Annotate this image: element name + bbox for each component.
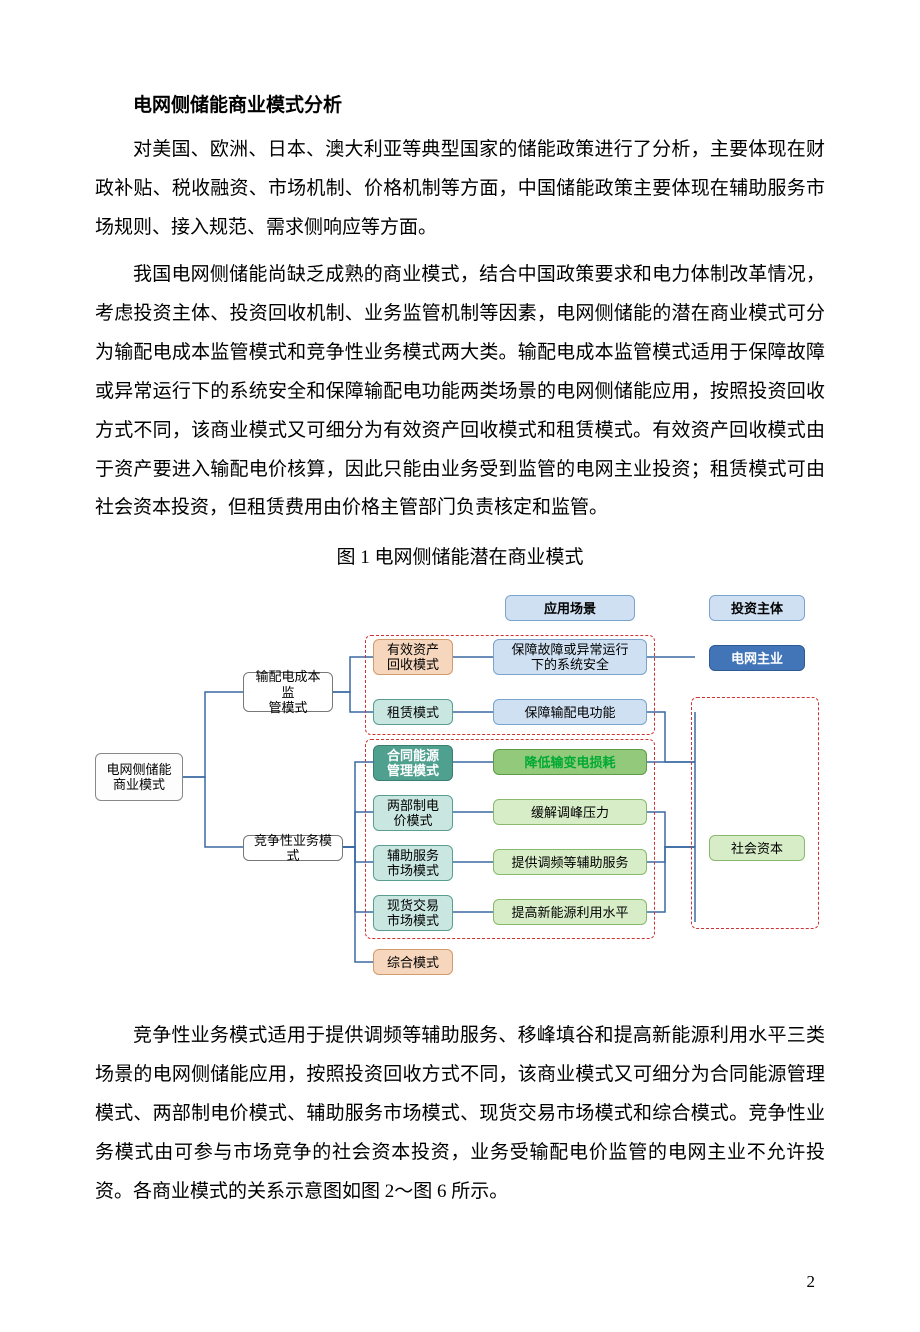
node-mode-2: 租赁模式 <box>373 699 453 725</box>
dash-group-investor <box>691 697 819 929</box>
node-mode-6: 现货交易市场模式 <box>373 895 453 931</box>
node-header-scenes: 应用场景 <box>505 595 635 621</box>
paragraph-2: 我国电网侧储能尚缺乏成熟的商业模式，结合中国政策要求和电力体制改革情况，考虑投资… <box>95 256 825 529</box>
node-branch-1: 输配电成本监管模式 <box>243 672 333 712</box>
node-scene-3: 降低输变电损耗 <box>493 749 647 775</box>
node-scene-5: 提供调频等辅助服务 <box>493 849 647 875</box>
node-mode-5: 辅助服务市场模式 <box>373 845 453 881</box>
page-number: 2 <box>95 1272 825 1292</box>
section-heading: 电网侧储能商业模式分析 <box>95 90 825 117</box>
figure-caption: 图 1 电网侧储能潜在商业模式 <box>95 542 825 569</box>
figure-1-diagram: 电网侧储能商业模式 输配电成本监管模式 竞争性业务模式 有效资产回收模式 租赁模… <box>95 587 825 987</box>
node-investor-1: 电网主业 <box>709 645 805 671</box>
node-branch-2: 竞争性业务模式 <box>243 835 343 861</box>
paragraph-3: 竞争性业务模式适用于提供调频等辅助服务、移峰填谷和提高新能源利用水平三类场景的电… <box>95 1017 825 1212</box>
node-scene-6: 提高新能源利用水平 <box>493 899 647 925</box>
paragraph-1: 对美国、欧洲、日本、澳大利亚等典型国家的储能政策进行了分析，主要体现在财政补贴、… <box>95 131 825 248</box>
node-mode-7: 综合模式 <box>373 949 453 975</box>
node-mode-1: 有效资产回收模式 <box>373 639 453 675</box>
node-scene-2: 保障输配电功能 <box>493 699 647 725</box>
node-scene-4: 缓解调峰压力 <box>493 799 647 825</box>
node-header-investors: 投资主体 <box>709 595 805 621</box>
node-mode-3: 合同能源管理模式 <box>373 745 453 781</box>
node-mode-4: 两部制电价模式 <box>373 795 453 831</box>
node-root: 电网侧储能商业模式 <box>95 753 183 801</box>
node-investor-2: 社会资本 <box>709 835 805 861</box>
node-scene-1: 保障故障或异常运行下的系统安全 <box>493 639 647 675</box>
